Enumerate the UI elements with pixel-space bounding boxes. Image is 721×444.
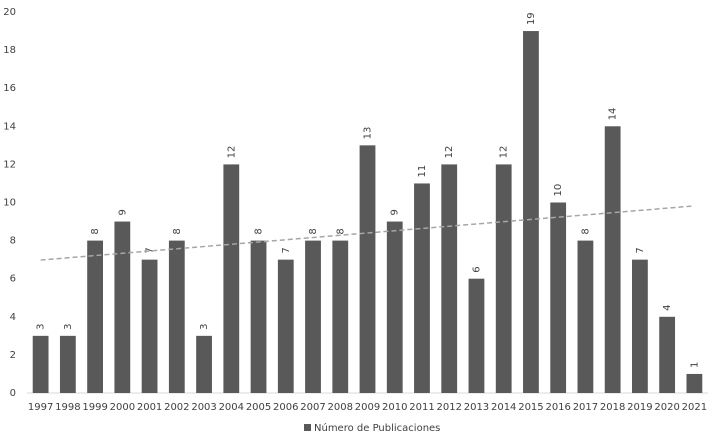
data-label: 13 xyxy=(363,127,374,140)
data-label: 3 xyxy=(199,323,210,329)
bar xyxy=(523,31,539,394)
data-label: 3 xyxy=(63,323,74,329)
data-label: 7 xyxy=(145,247,156,253)
data-label: 7 xyxy=(281,247,292,253)
x-tick-label: 2014 xyxy=(491,402,516,413)
bar xyxy=(577,240,594,393)
data-label: 8 xyxy=(172,228,183,234)
bar xyxy=(114,221,131,393)
bar xyxy=(59,335,76,393)
bar xyxy=(604,126,621,394)
data-label: 8 xyxy=(308,228,319,234)
y-tick-label: 16 xyxy=(3,83,16,94)
data-label: 4 xyxy=(662,304,673,310)
data-label: 7 xyxy=(635,247,646,253)
data-label: 12 xyxy=(499,146,510,159)
data-label: 9 xyxy=(117,209,128,215)
x-tick-label: 2010 xyxy=(382,402,407,413)
data-label: 11 xyxy=(417,165,428,178)
bar xyxy=(632,259,648,393)
x-tick-label: 2016 xyxy=(545,402,570,413)
bar xyxy=(414,183,430,393)
y-tick-label: 8 xyxy=(10,236,16,247)
x-tick-label: 2020 xyxy=(654,402,679,413)
legend-swatch xyxy=(304,424,311,431)
x-tick-label: 2003 xyxy=(191,402,216,413)
bar xyxy=(686,373,703,393)
data-label: 12 xyxy=(226,146,237,159)
data-label: 3 xyxy=(36,323,47,329)
y-tick-label: 10 xyxy=(3,198,16,209)
data-label: 8 xyxy=(254,228,265,234)
bar xyxy=(305,240,321,393)
bar xyxy=(659,316,676,393)
y-tick-label: 12 xyxy=(3,159,16,170)
x-tick-label: 2017 xyxy=(573,402,598,413)
bar xyxy=(277,259,294,393)
bar xyxy=(495,164,512,393)
bar xyxy=(468,278,485,393)
legend-label: Número de Publicaciones xyxy=(314,422,440,434)
trendline xyxy=(40,205,695,261)
x-tick-label: 2021 xyxy=(682,402,707,413)
x-tick-label: 1998 xyxy=(55,402,80,413)
x-tick-label: 2018 xyxy=(600,402,625,413)
y-tick-label: 0 xyxy=(10,388,16,399)
x-tick-label: 2000 xyxy=(110,402,135,413)
data-label: 14 xyxy=(608,108,619,121)
data-label: 12 xyxy=(444,146,455,159)
x-tick-label: 2004 xyxy=(219,402,244,413)
bar xyxy=(141,259,158,393)
x-tick-label: 2013 xyxy=(464,402,489,413)
bar xyxy=(196,335,212,393)
bar xyxy=(332,240,349,393)
data-label: 10 xyxy=(553,184,564,197)
x-tick-label: 2007 xyxy=(300,402,325,413)
bar xyxy=(168,240,185,393)
bar xyxy=(550,202,567,393)
x-tick-label: 2011 xyxy=(409,402,434,413)
bar xyxy=(359,145,376,393)
data-label: 8 xyxy=(90,228,101,234)
y-tick-label: 4 xyxy=(10,312,16,323)
x-tick-label: 2008 xyxy=(328,402,353,413)
y-tick-label: 6 xyxy=(10,274,16,285)
x-tick-label: 2005 xyxy=(246,402,271,413)
x-tick-label: 1997 xyxy=(28,402,53,413)
bar xyxy=(250,240,267,393)
x-tick-label: 2009 xyxy=(355,402,380,413)
data-label: 9 xyxy=(390,209,401,215)
data-label: 6 xyxy=(471,266,482,272)
data-label: 8 xyxy=(580,228,591,234)
y-tick-label: 18 xyxy=(3,45,16,56)
x-tick-label: 2002 xyxy=(164,402,189,413)
y-tick-label: 14 xyxy=(3,121,16,132)
bar xyxy=(32,335,49,393)
x-tick-label: 2019 xyxy=(627,402,652,413)
x-tick-label: 1999 xyxy=(82,402,107,413)
x-tick-label: 2015 xyxy=(518,402,543,413)
data-label: 1 xyxy=(689,362,700,368)
bar xyxy=(441,164,458,393)
bar xyxy=(87,240,103,393)
y-tick-label: 20 xyxy=(3,7,16,18)
data-label: 8 xyxy=(335,228,346,234)
y-tick-label: 2 xyxy=(10,350,16,361)
bar xyxy=(386,221,403,393)
bar xyxy=(223,164,240,393)
x-tick-label: 2006 xyxy=(273,402,298,413)
data-label: 19 xyxy=(526,12,537,25)
x-tick-label: 2012 xyxy=(436,402,461,413)
x-tick-label: 2001 xyxy=(137,402,162,413)
